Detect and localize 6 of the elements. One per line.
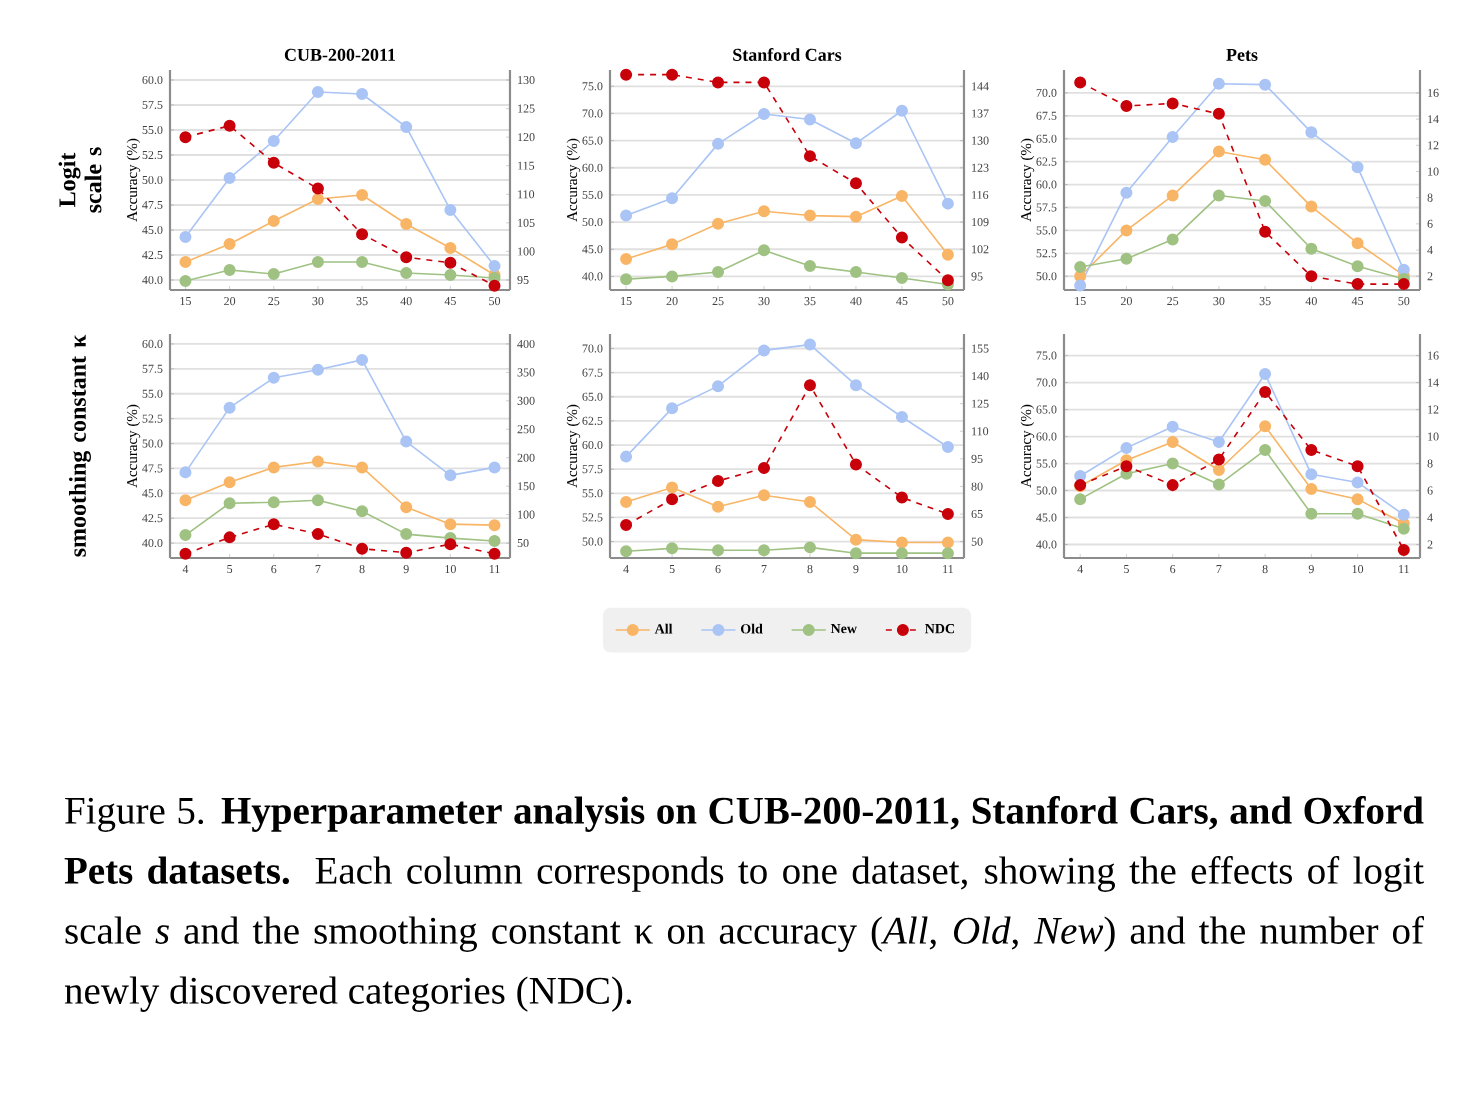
chart-title: Stanford Cars [733,48,842,61]
text: smoothing constant κ [69,334,91,557]
chart-title: Pets [1226,48,1258,61]
text: Figure 5. Hyperparameter analysis on CUB-200-2011, Stanford Cars, and Oxford Pets datasets. Each column corresponds to one dataset, showing the effects of logit scale s and the smoothing constant κ on accuracy (All, Old, New) and the number of newly discovered categories (NDC). [64,796,1424,1012]
chart-title: CUB-200-2011 [284,48,396,61]
text: Logit scale s [58,147,102,213]
